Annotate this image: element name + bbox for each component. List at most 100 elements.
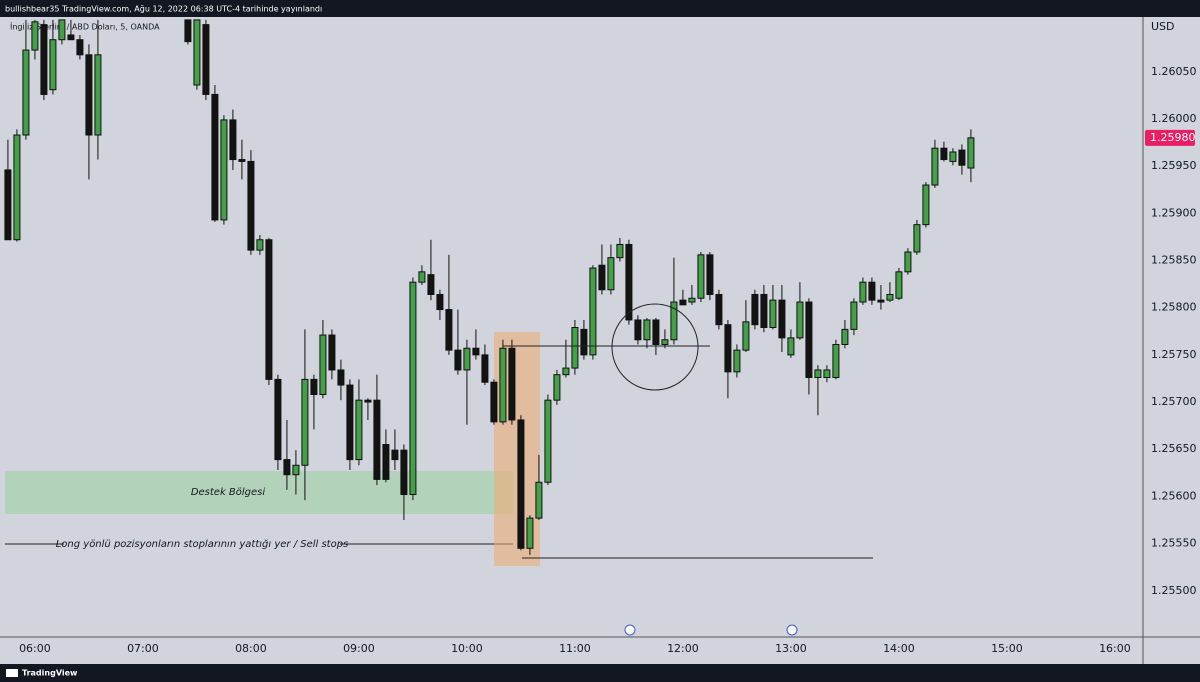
candle-body [31,21,39,51]
candle-body [454,349,462,371]
x-tick-label: 16:00 [1099,642,1131,655]
candle-body [625,243,633,321]
candle-body [850,301,858,330]
candle-body [886,293,894,301]
candle-body [418,271,426,283]
candle-body [787,337,795,356]
candle-body [40,24,48,95]
candle-body [796,301,804,339]
candle-body [445,309,453,351]
candle-body [877,299,885,303]
candle-body [931,147,939,186]
candle-body [733,349,741,373]
candle-body [364,399,372,403]
candle-body [724,324,732,373]
candle-body [913,224,921,253]
candle-body [643,319,651,341]
candle-body [436,293,444,311]
brand: TradingView [22,669,78,678]
candle-body [274,378,282,461]
candle-body [841,328,849,345]
candle-body [715,293,723,326]
candle-body [517,419,525,549]
candle-body [751,293,759,326]
stop-label: Long yönlü pozisyonların stoplarının yat… [56,539,349,550]
candle-body [832,343,840,379]
y-tick-label: 1.25850 [1151,254,1197,267]
candle-body [562,367,570,376]
candle-body [292,464,300,476]
candle-body [229,119,237,161]
footer-bar [0,664,1200,682]
candle-body [922,184,930,226]
y-tick-label: 1.25650 [1151,442,1197,455]
candle-body [553,374,561,401]
candle-body [760,293,768,329]
candle-body [373,399,381,480]
candle-body [22,49,30,136]
candle-body [697,254,705,299]
candle-body [238,159,246,162]
retest-circle [611,303,699,391]
candle-body [472,347,480,356]
y-tick-label: 1.26000 [1151,112,1197,125]
price-badge-label: 1.25980 [1150,131,1196,144]
candle-body [949,151,957,162]
x-tick-label: 15:00 [991,642,1023,655]
y-tick-label: 1.25500 [1151,584,1197,597]
brand-logo [6,669,18,677]
candle-body [958,149,966,166]
y-tick-label: 1.25750 [1151,348,1197,361]
candles [4,19,975,555]
candle-body [580,328,588,356]
candle-body [49,39,57,91]
candle-body [742,321,750,351]
x-tick-label: 13:00 [775,642,807,655]
symbol-legend: İngiliz Sterlini / ABD Doları, 5, OANDA [10,22,160,32]
y-tick-label: 1.26050 [1151,65,1197,78]
candle-body [382,444,390,480]
candle-body [283,459,291,476]
candle-body [67,34,75,41]
x-tick-label: 12:00 [667,642,699,655]
candle-body [571,327,579,369]
candle-body [193,19,201,86]
candle-body [661,339,669,345]
candle-body [616,243,624,259]
candle-body [535,481,543,519]
y-tick-label: 1.25900 [1151,206,1197,219]
candle-body [967,137,975,169]
candle-body [490,381,498,423]
candle-body [94,54,102,136]
candle-body [895,271,903,299]
candle-body [427,274,435,295]
event-icon [624,624,636,636]
candle-body [85,54,93,136]
x-tick-label: 07:00 [127,642,159,655]
event-icon [786,624,798,636]
x-tick-label: 11:00 [559,642,591,655]
candle-body [301,378,309,466]
support-zone-label: Destek Bölgesi [191,487,266,498]
candle-body [220,119,228,221]
candle-body [598,264,606,291]
candle-body [76,39,84,56]
candle-body [778,299,786,339]
candle-body [211,93,219,221]
candle-body [391,449,399,461]
candle-body [463,347,471,371]
candle-body [337,369,345,386]
candle-body [346,384,354,461]
candle-body [670,301,678,341]
candle-body [823,369,831,379]
candle-body [319,334,327,395]
candle-body [769,299,777,329]
candle-body [247,160,255,251]
y-tick-label: 1.25950 [1151,159,1197,172]
candle-body [859,281,867,303]
x-tick-label: 14:00 [883,642,915,655]
y-tick-label: 1.25800 [1151,301,1197,314]
candle-body [4,169,12,241]
candle-body [481,354,489,383]
